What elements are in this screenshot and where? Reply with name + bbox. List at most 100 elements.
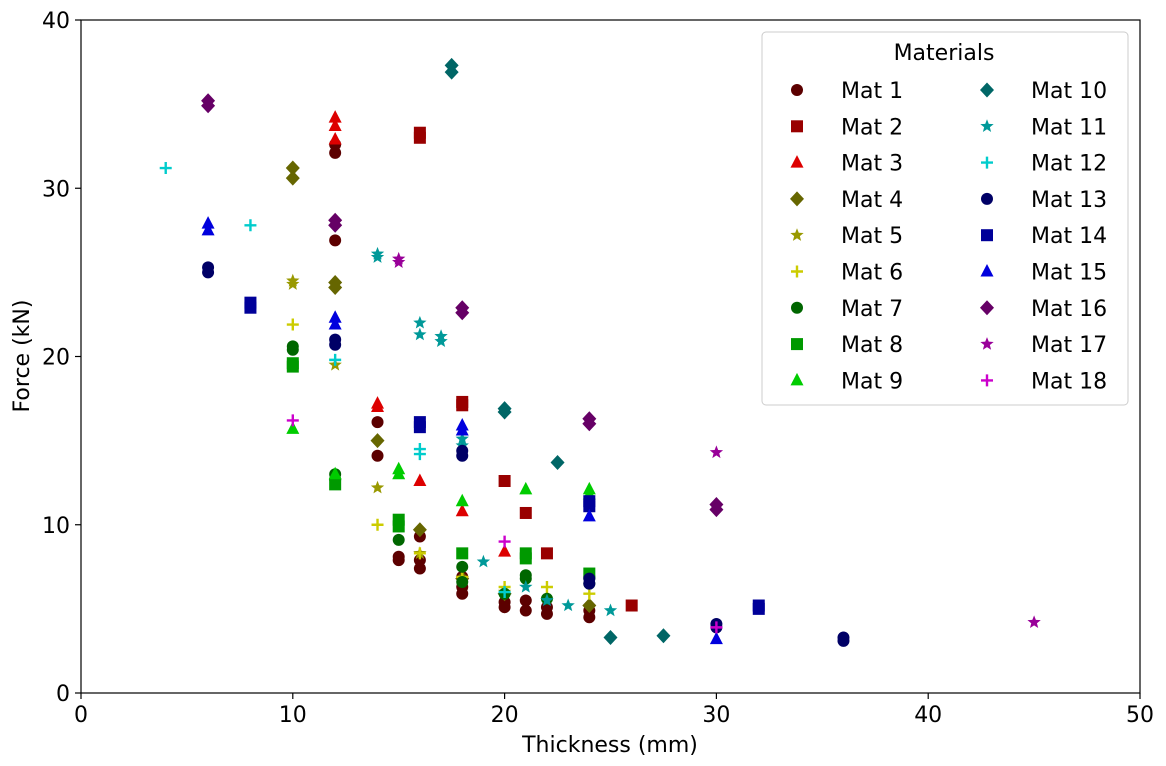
data-point — [603, 603, 618, 617]
data-point — [392, 554, 405, 567]
legend-label: Mat 10 — [1031, 79, 1107, 104]
y-tick-label: 40 — [42, 9, 70, 34]
y-axis-label: Force (kN) — [10, 300, 35, 413]
legend-marker — [791, 338, 803, 351]
x-tick-label: 30 — [702, 703, 730, 728]
x-tick-label: 10 — [279, 703, 307, 728]
legend-item: Mat 6 — [791, 261, 903, 286]
data-point — [583, 587, 596, 600]
data-point — [519, 481, 533, 495]
data-point — [582, 598, 597, 614]
data-point — [159, 162, 172, 175]
legend-item: Mat 12 — [981, 152, 1107, 177]
data-point — [286, 277, 300, 290]
data-point — [540, 581, 553, 594]
legend-marker — [980, 264, 994, 277]
data-point — [837, 634, 850, 647]
data-point — [328, 217, 343, 233]
data-point — [519, 580, 533, 593]
data-point — [519, 572, 532, 585]
y-tick-label: 10 — [42, 514, 70, 539]
data-point — [413, 315, 427, 329]
data-point — [329, 146, 342, 159]
data-point — [413, 547, 426, 560]
legend-label: Mat 18 — [1031, 369, 1107, 394]
data-point — [456, 547, 469, 560]
data-point — [455, 431, 469, 445]
data-points — [159, 57, 1041, 647]
data-point — [456, 575, 469, 588]
data-point — [710, 621, 723, 634]
data-point — [519, 552, 532, 565]
series-12 — [159, 162, 511, 599]
data-point — [371, 399, 385, 412]
legend-item: Mat 17 — [980, 333, 1107, 358]
series-14 — [244, 296, 765, 615]
data-point — [371, 518, 384, 531]
data-point — [370, 480, 385, 494]
legend-item: Mat 1 — [791, 79, 903, 104]
legend-marker — [980, 300, 994, 316]
data-point — [498, 535, 511, 548]
data-point — [286, 318, 299, 331]
data-point — [455, 503, 469, 517]
data-point — [456, 560, 469, 573]
data-point — [625, 599, 638, 612]
data-point — [371, 449, 384, 462]
data-point — [583, 611, 596, 624]
data-point — [603, 629, 618, 645]
legend-label: Mat 15 — [1031, 261, 1107, 286]
legend-marker — [981, 374, 993, 387]
data-point — [656, 628, 671, 644]
data-point — [392, 255, 406, 268]
data-point — [561, 598, 575, 612]
data-point — [456, 449, 469, 462]
x-tick-label: 20 — [491, 703, 519, 728]
y-tick-label: 0 — [56, 682, 70, 707]
data-point — [519, 604, 532, 617]
data-point — [582, 416, 597, 432]
series-18 — [286, 414, 723, 634]
legend-label: Mat 12 — [1031, 152, 1107, 177]
data-point — [540, 593, 554, 607]
data-point — [434, 334, 448, 348]
series-17 — [392, 251, 1041, 628]
data-point — [328, 466, 342, 480]
data-point — [201, 98, 216, 114]
data-point — [709, 445, 724, 459]
legend-item: Mat 8 — [791, 333, 903, 358]
legend-item: Mat 14 — [981, 224, 1107, 249]
legend-label: Mat 11 — [1031, 115, 1107, 140]
data-point — [444, 64, 459, 80]
data-point — [329, 478, 342, 491]
x-tick-label: 40 — [914, 703, 942, 728]
data-point — [202, 266, 215, 279]
legend-item: Mat 18 — [981, 369, 1107, 394]
series-16 — [201, 93, 724, 518]
legend-label: Mat 3 — [841, 152, 903, 177]
data-point — [709, 631, 723, 645]
data-point — [413, 421, 426, 434]
data-point — [392, 533, 405, 546]
legend-title: Materials — [894, 41, 995, 66]
legend-marker — [981, 156, 993, 169]
legend-label: Mat 8 — [841, 333, 903, 358]
data-point — [329, 234, 342, 247]
legend: Materials Mat 1 Mat 2 Mat 3 Mat 4 Mat 5 Mat 6… — [761, 31, 1129, 406]
legend-label: Mat 17 — [1031, 333, 1107, 358]
legend-item: Mat 9 — [790, 369, 903, 394]
data-point — [583, 500, 596, 513]
series-1 — [329, 138, 596, 624]
legend-label: Mat 1 — [841, 79, 903, 104]
data-point — [286, 421, 300, 434]
data-point — [752, 602, 765, 615]
legend-marker — [791, 265, 803, 278]
data-point — [550, 454, 565, 470]
x-axis-label: Thickness (mm) — [521, 733, 698, 758]
legend-marker — [980, 119, 994, 132]
data-point — [328, 118, 342, 131]
data-point — [540, 607, 553, 620]
legend-marker — [791, 301, 803, 314]
x-axis-ticks: 0 10 20 30 40 50 — [74, 693, 1154, 728]
legend-marker — [981, 229, 993, 242]
